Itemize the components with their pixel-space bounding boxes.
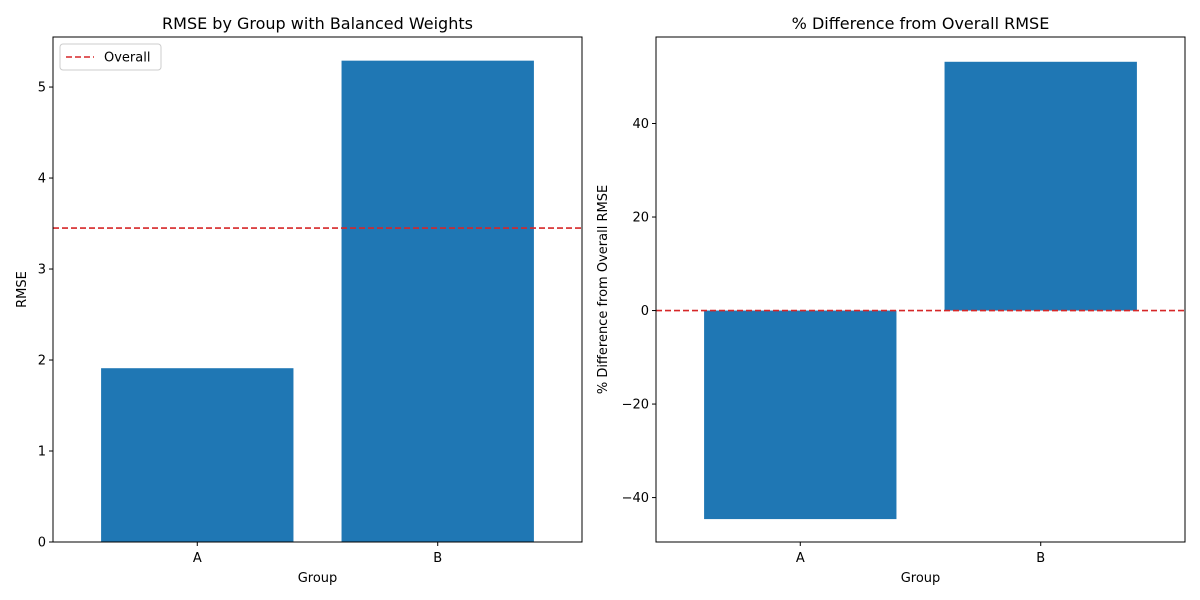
y-tick-label: 40 [632, 117, 649, 132]
bar-b [944, 61, 1137, 311]
y-axis-ticks: −40 −20 0 20 40 [622, 117, 656, 506]
x-tick-label-a: A [193, 551, 202, 566]
y-axis-ticks: 0 1 2 3 4 5 [38, 81, 53, 551]
bar-b [341, 60, 534, 543]
y-tick-label: 4 [38, 172, 46, 187]
chart-percent-difference: % Difference from Overall RMSE −40 −20 0 20… [596, 14, 1186, 586]
bar-a [101, 368, 294, 542]
x-axis-label: Group [298, 571, 338, 586]
legend-box [59, 43, 162, 71]
y-tick-label: 0 [641, 304, 649, 319]
x-tick-label-b: B [433, 551, 442, 566]
y-axis-label: % Difference from Overall RMSE [596, 185, 611, 394]
plot-frame [52, 36, 583, 543]
y-tick-label: −20 [622, 398, 649, 413]
plot-frame [655, 36, 1186, 543]
chart-title: % Difference from Overall RMSE [792, 14, 1050, 33]
y-tick-label: 0 [38, 536, 46, 551]
bar-a [704, 310, 897, 520]
x-axis-label: Group [901, 571, 941, 586]
chart-rmse-by-group: RMSE by Group with Balanced Weights 0 1 2 3… [15, 14, 583, 586]
y-tick-label: −40 [622, 491, 649, 506]
chart-title: RMSE by Group with Balanced Weights [162, 14, 473, 33]
y-tick-label: 2 [38, 354, 46, 369]
x-tick-label-b: B [1036, 551, 1045, 566]
bars [704, 61, 1137, 520]
bars [101, 60, 534, 543]
y-tick-label: 1 [38, 445, 46, 460]
y-tick-label: 20 [632, 211, 649, 226]
y-tick-label: 3 [38, 263, 46, 278]
x-tick-label-a: A [796, 551, 805, 566]
legend: Overall [59, 43, 162, 71]
y-axis-label: RMSE [15, 271, 30, 308]
y-tick-label: 5 [38, 81, 46, 96]
legend-entry-overall: Overall [104, 51, 150, 66]
